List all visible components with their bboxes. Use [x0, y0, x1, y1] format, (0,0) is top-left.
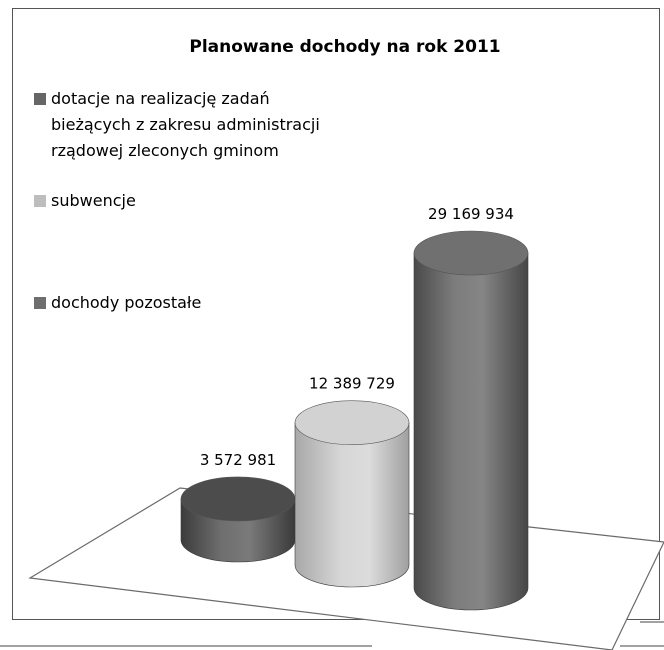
bar-body: [294, 422, 410, 588]
bar-top: [294, 400, 410, 446]
legend-item: dochody pozostałe: [34, 293, 201, 312]
legend-swatch: [34, 93, 46, 105]
data-label: 12 389 729: [309, 375, 395, 393]
legend-label: bieżących z zakresu administracji: [51, 115, 320, 134]
bar: [180, 476, 296, 563]
bar-top: [180, 476, 296, 522]
data-label: 29 169 934: [428, 205, 514, 223]
bar-top: [413, 230, 529, 276]
bar-body: [413, 252, 529, 611]
chart-title: Planowane dochody na rok 2011: [189, 37, 500, 57]
bars: [180, 230, 529, 611]
value-labels: 3 572 981 12 389 729 29 169 934: [200, 205, 514, 469]
chart-frame: [12, 8, 660, 620]
legend-label: dotacje na realizację zadań: [51, 89, 270, 108]
legend-label: dochody pozostałe: [51, 293, 201, 312]
legend-item: dotacje na realizację zadań bieżących z z…: [34, 89, 320, 160]
bar: [294, 400, 410, 588]
data-label: 3 572 981: [200, 451, 276, 469]
bar: [413, 230, 529, 611]
legend-swatch: [34, 297, 46, 309]
legend: dotacje na realizację zadań bieżących z z…: [34, 89, 320, 312]
legend-label: subwencje: [51, 191, 136, 210]
legend-item: subwencje: [34, 191, 136, 210]
legend-swatch: [34, 195, 46, 207]
legend-label: rządowej zleconych gminom: [51, 141, 279, 160]
